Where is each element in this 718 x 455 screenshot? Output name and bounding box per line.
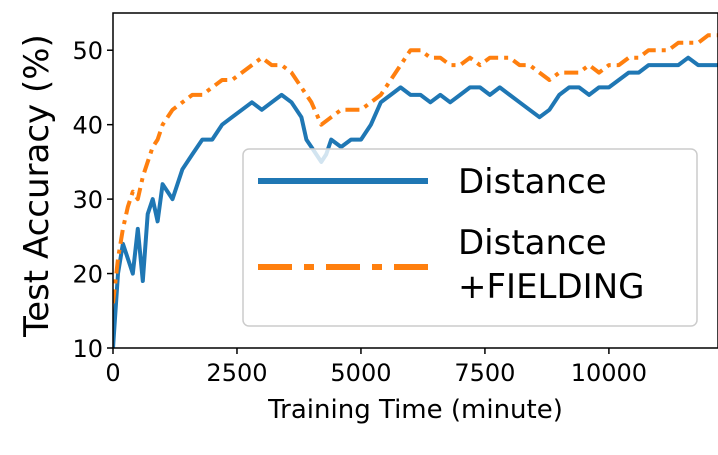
x-axis-label: Training Time (minute)	[267, 395, 563, 425]
series-line-2	[113, 33, 718, 304]
x-tick-label: 0	[105, 359, 120, 387]
x-tick-label: 5000	[330, 359, 391, 387]
series-layer	[113, 33, 718, 348]
y-tick-label: 30	[72, 186, 103, 214]
y-axis-ticks: 10 20 30 40 50	[72, 37, 113, 363]
y-tick-label: 10	[72, 335, 103, 363]
x-tick-label: 2500	[206, 359, 267, 387]
x-tick-label: 10000	[571, 359, 647, 387]
legend-frame	[242, 148, 698, 327]
legend-label-2: Distance	[458, 223, 607, 263]
legend-label-1: Distance	[458, 162, 607, 202]
x-tick-label: 7500	[454, 359, 515, 387]
y-tick-label: 50	[72, 37, 103, 65]
axes-frame	[112, 12, 718, 349]
y-tick-label: 40	[72, 112, 103, 140]
x-axis-ticks: 0 2500 5000 7500 10000	[105, 348, 647, 387]
series-line-1	[113, 55, 718, 348]
y-tick-label: 20	[72, 261, 103, 289]
legend-label-2: +FIELDING	[458, 267, 645, 307]
y-axis-label: Test Accuracy (%)	[17, 34, 57, 338]
